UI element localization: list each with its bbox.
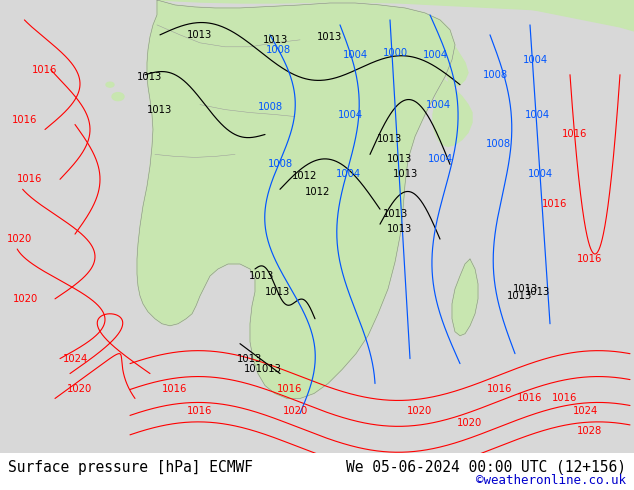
Text: 1020: 1020 xyxy=(282,406,307,416)
Text: 1013: 1013 xyxy=(382,209,408,219)
Text: 1028: 1028 xyxy=(578,426,603,436)
Text: 1004: 1004 xyxy=(337,110,363,120)
Text: 1016: 1016 xyxy=(552,393,578,403)
Text: 1016: 1016 xyxy=(488,384,513,393)
Text: 1016: 1016 xyxy=(542,199,567,209)
Text: 1016: 1016 xyxy=(162,384,188,393)
Text: 1004: 1004 xyxy=(524,110,550,120)
Ellipse shape xyxy=(112,93,124,100)
Text: 1016: 1016 xyxy=(517,393,543,403)
Text: 1016: 1016 xyxy=(187,406,212,416)
Text: 1020: 1020 xyxy=(457,418,482,428)
Text: 1004: 1004 xyxy=(427,154,453,164)
Ellipse shape xyxy=(106,82,114,87)
Text: 1008: 1008 xyxy=(482,70,508,80)
Text: 1013: 1013 xyxy=(262,35,288,45)
Text: 1013: 1013 xyxy=(249,271,275,281)
Text: 1016: 1016 xyxy=(12,115,37,124)
Text: 1024: 1024 xyxy=(62,354,87,364)
Text: 1013: 1013 xyxy=(507,291,533,301)
Text: 1016: 1016 xyxy=(17,174,42,184)
Text: 1016: 1016 xyxy=(578,254,603,264)
Text: 1004: 1004 xyxy=(527,170,553,179)
Text: Surface pressure [hPa] ECMWF: Surface pressure [hPa] ECMWF xyxy=(8,460,252,475)
Text: 1013: 1013 xyxy=(512,284,538,294)
Text: 1012: 1012 xyxy=(306,187,331,197)
Text: 1013: 1013 xyxy=(392,170,418,179)
Text: 1020: 1020 xyxy=(408,406,432,416)
Text: 1000: 1000 xyxy=(382,48,408,58)
Text: 101013: 101013 xyxy=(244,364,282,373)
Text: 1013: 1013 xyxy=(387,154,413,164)
Text: 1016: 1016 xyxy=(32,65,58,75)
Text: 1013: 1013 xyxy=(266,287,290,297)
Text: 1013: 1013 xyxy=(188,30,212,40)
Text: 1013: 1013 xyxy=(387,224,413,234)
Text: 1013: 1013 xyxy=(237,354,262,364)
Text: 1020: 1020 xyxy=(67,384,93,393)
Text: 1016: 1016 xyxy=(277,384,302,393)
Text: 1013: 1013 xyxy=(377,134,403,145)
Polygon shape xyxy=(447,47,468,87)
Text: 1024: 1024 xyxy=(573,406,598,416)
Text: 1004: 1004 xyxy=(342,50,368,60)
Text: 1020: 1020 xyxy=(13,294,37,304)
Text: 1016: 1016 xyxy=(562,129,588,140)
Text: 1020: 1020 xyxy=(8,234,32,244)
Text: ©weatheronline.co.uk: ©weatheronline.co.uk xyxy=(476,474,626,487)
Text: 1008: 1008 xyxy=(257,101,283,112)
Text: We 05-06-2024 00:00 UTC (12+156): We 05-06-2024 00:00 UTC (12+156) xyxy=(346,460,626,475)
Polygon shape xyxy=(480,0,634,31)
Text: 1008: 1008 xyxy=(266,45,290,55)
Text: 1013: 1013 xyxy=(524,287,550,297)
Text: 1004: 1004 xyxy=(522,55,548,65)
Text: 1004: 1004 xyxy=(422,50,448,60)
Polygon shape xyxy=(452,259,478,336)
Polygon shape xyxy=(137,0,455,398)
Text: 1008: 1008 xyxy=(486,140,510,149)
Text: 1013: 1013 xyxy=(138,72,163,82)
Text: 1013: 1013 xyxy=(147,104,172,115)
Text: 1008: 1008 xyxy=(268,159,292,170)
Text: 1004: 1004 xyxy=(425,99,451,110)
Text: 1004: 1004 xyxy=(335,170,361,179)
Polygon shape xyxy=(420,19,472,147)
Text: 1013: 1013 xyxy=(318,32,342,42)
Text: 1012: 1012 xyxy=(292,172,318,181)
Polygon shape xyxy=(157,0,634,19)
